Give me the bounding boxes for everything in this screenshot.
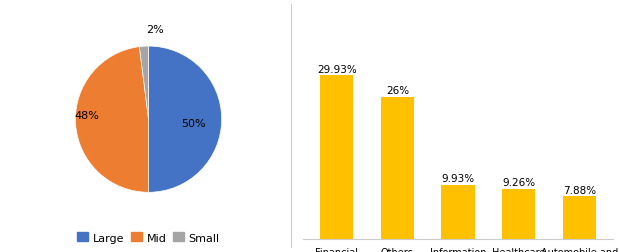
Text: 2%: 2% [147,25,164,35]
Wedge shape [149,47,222,193]
Wedge shape [139,47,149,120]
Text: 26%: 26% [386,86,409,96]
Text: 50%: 50% [181,119,206,129]
Legend: Large, Mid, Small: Large, Mid, Small [73,228,224,247]
Text: 9.26%: 9.26% [502,177,535,187]
Wedge shape [76,47,149,193]
Bar [320,76,353,239]
Text: 29.93%: 29.93% [317,64,357,74]
Bar [502,189,535,239]
Text: 48%: 48% [74,110,99,120]
Bar [563,196,596,239]
Bar [441,185,475,239]
Text: 9.93%: 9.93% [441,174,475,183]
Text: 7.88%: 7.88% [563,185,596,195]
Bar [381,98,414,239]
